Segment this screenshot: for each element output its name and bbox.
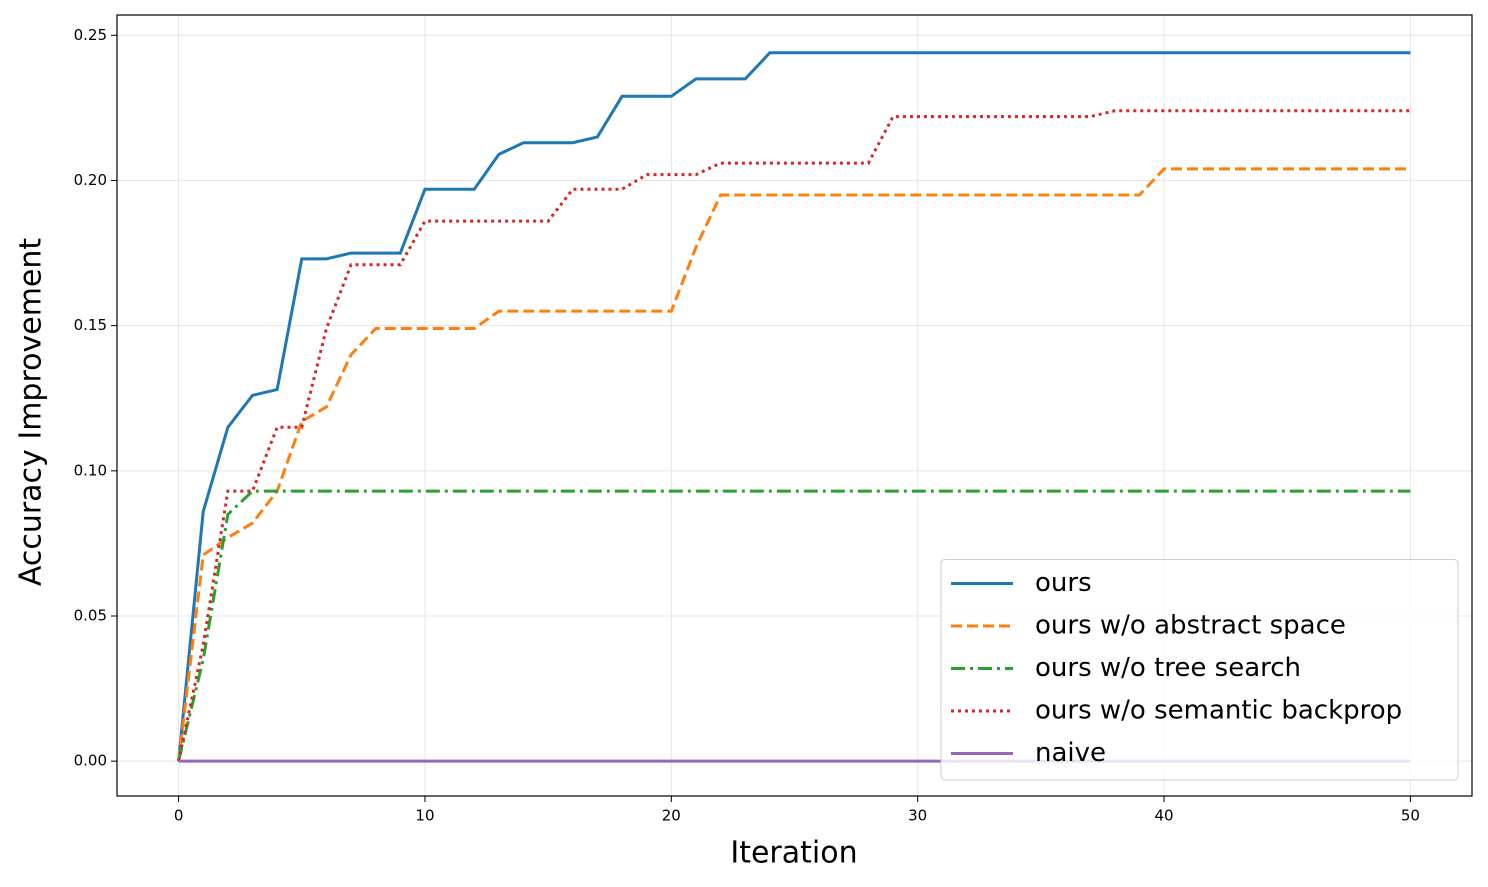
x-tick-label: 40 [1154, 807, 1173, 825]
x-tick-label: 0 [174, 807, 184, 825]
y-tick-label: 0.10 [74, 461, 107, 479]
y-tick-label: 0.20 [74, 171, 107, 189]
legend-label: ours w/o semantic backprop [1035, 696, 1402, 726]
series-line [177, 489, 1411, 762]
legend-label: naive [1035, 738, 1106, 768]
x-tick-label: 20 [662, 807, 681, 825]
legend-label: ours w/o tree search [1035, 653, 1301, 683]
series-line [177, 167, 1411, 762]
x-tick-label: 30 [908, 807, 927, 825]
series-line [177, 109, 1411, 762]
plot-frame [116, 14, 1473, 797]
legend-label: ours w/o abstract space [1035, 611, 1346, 641]
y-tick-label: 0.00 [74, 752, 107, 770]
legend-label: ours [1035, 568, 1092, 598]
y-axis-label: Accuracy Improvement [14, 238, 49, 587]
y-tick-label: 0.05 [74, 606, 107, 624]
series-line [177, 51, 1411, 762]
legend: ours ours w/o abstract space ours w/o tree… [940, 559, 1459, 781]
y-tick-label: 0.15 [74, 316, 107, 334]
y-tick-label: 0.25 [74, 26, 107, 44]
legend-frame [940, 559, 1459, 781]
x-tick-label: 50 [1401, 807, 1420, 825]
x-axis-label: Iteration [730, 836, 857, 871]
x-tick-label: 10 [415, 807, 434, 825]
